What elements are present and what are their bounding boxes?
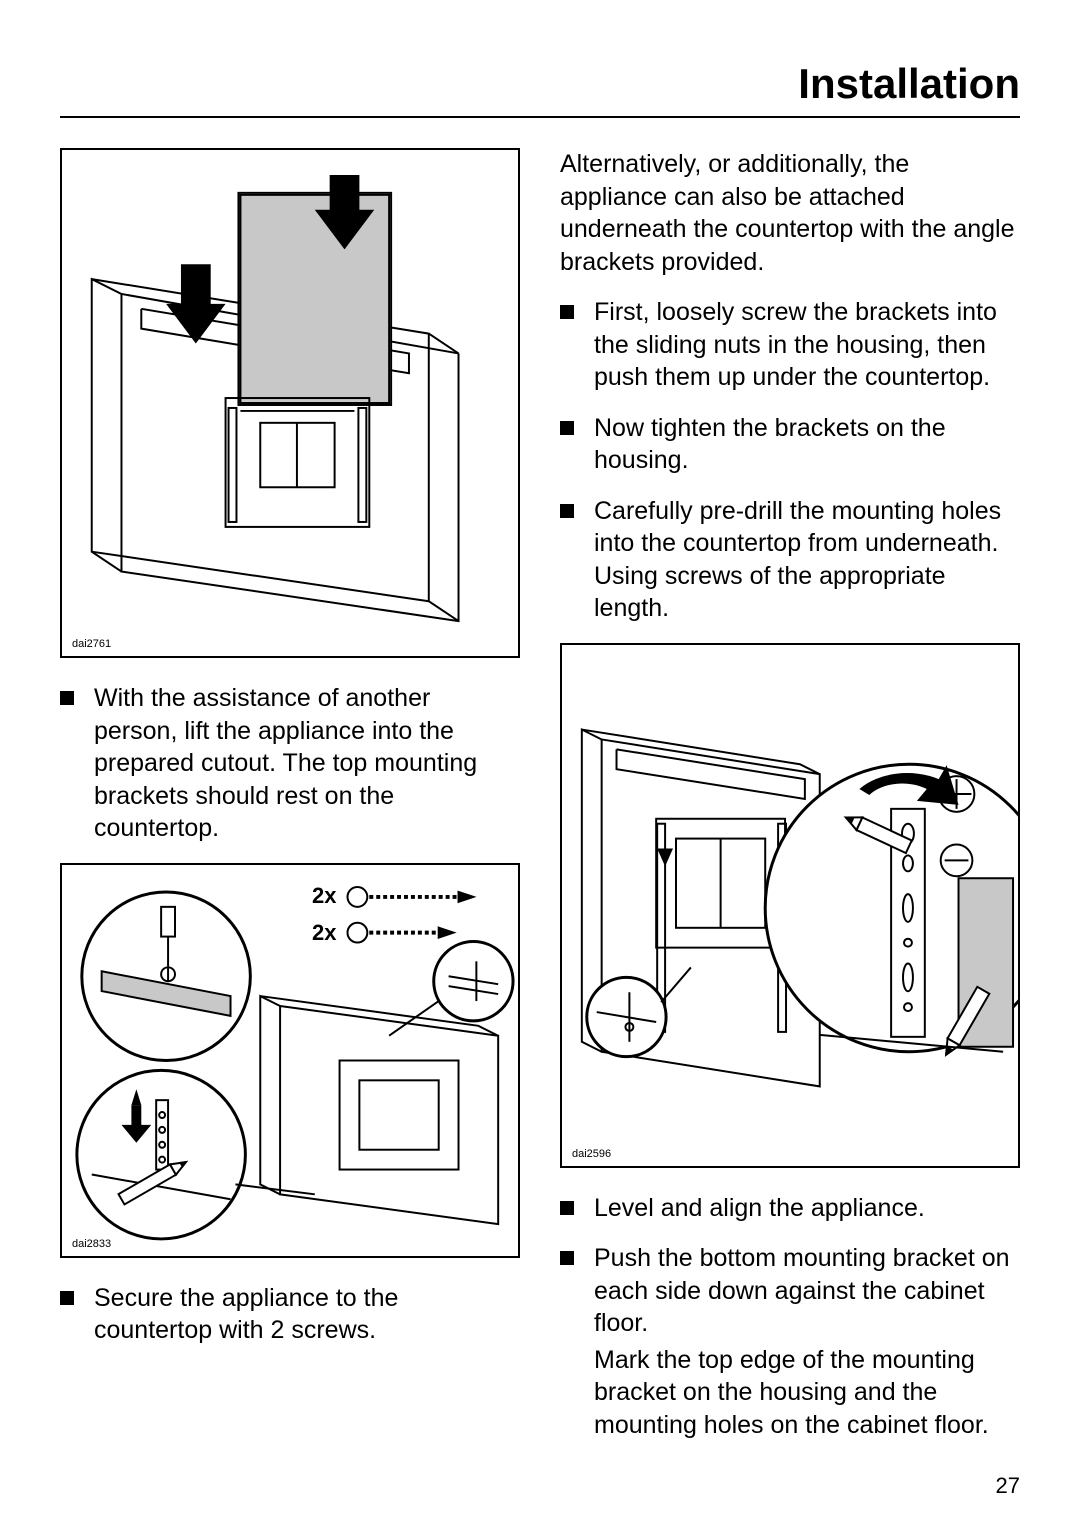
right-column: Alternatively, or additionally, the appl… bbox=[560, 148, 1020, 1459]
screw-count-b: 2x bbox=[312, 920, 336, 946]
figure-brackets-detail: dai2596 bbox=[560, 643, 1020, 1168]
list-item: Carefully pre-drill the mounting holes i… bbox=[560, 495, 1020, 625]
list-item: With the assistance of another person, l… bbox=[60, 682, 520, 845]
bullet-list: Secure the appliance to the countertop w… bbox=[60, 1282, 520, 1347]
page-title: Installation bbox=[60, 60, 1020, 108]
figure-label: dai2596 bbox=[572, 1148, 611, 1160]
list-item: First, loosely screw the brackets into t… bbox=[560, 296, 1020, 394]
list-item: Push the bottom mounting bracket on each… bbox=[560, 1242, 1020, 1441]
list-item: Now tighten the brackets on the housing. bbox=[560, 412, 1020, 477]
diagram-insert-icon bbox=[62, 150, 518, 656]
bullet-list: First, loosely screw the brackets into t… bbox=[560, 296, 1020, 625]
page-number: 27 bbox=[996, 1473, 1020, 1499]
screw-count-a: 2x bbox=[312, 883, 336, 909]
paragraph-intro: Alternatively, or additionally, the appl… bbox=[560, 148, 1020, 278]
left-column: dai2761 With the assistance of another p… bbox=[60, 148, 520, 1459]
list-item: Level and align the appliance. bbox=[560, 1192, 1020, 1225]
diagram-brackets-icon bbox=[562, 645, 1018, 1166]
bullet-list: Level and align the appliance. Push the … bbox=[560, 1192, 1020, 1442]
bullet-list: With the assistance of another person, l… bbox=[60, 682, 520, 845]
page: Installation bbox=[0, 0, 1080, 1529]
two-column-layout: dai2761 With the assistance of another p… bbox=[60, 148, 1020, 1459]
figure-label: dai2833 bbox=[72, 1238, 111, 1250]
list-item-note: Mark the top edge of the mounting bracke… bbox=[594, 1344, 1020, 1442]
figure-insert-appliance: dai2761 bbox=[60, 148, 520, 658]
list-item-text: Push the bottom mounting bracket on each… bbox=[594, 1244, 1010, 1337]
list-item: Secure the appliance to the countertop w… bbox=[60, 1282, 520, 1347]
page-header: Installation bbox=[60, 60, 1020, 118]
figure-label: dai2761 bbox=[72, 638, 111, 650]
figure-secure-screws: 2x 2x bbox=[60, 863, 520, 1258]
diagram-screws-icon bbox=[62, 865, 518, 1256]
